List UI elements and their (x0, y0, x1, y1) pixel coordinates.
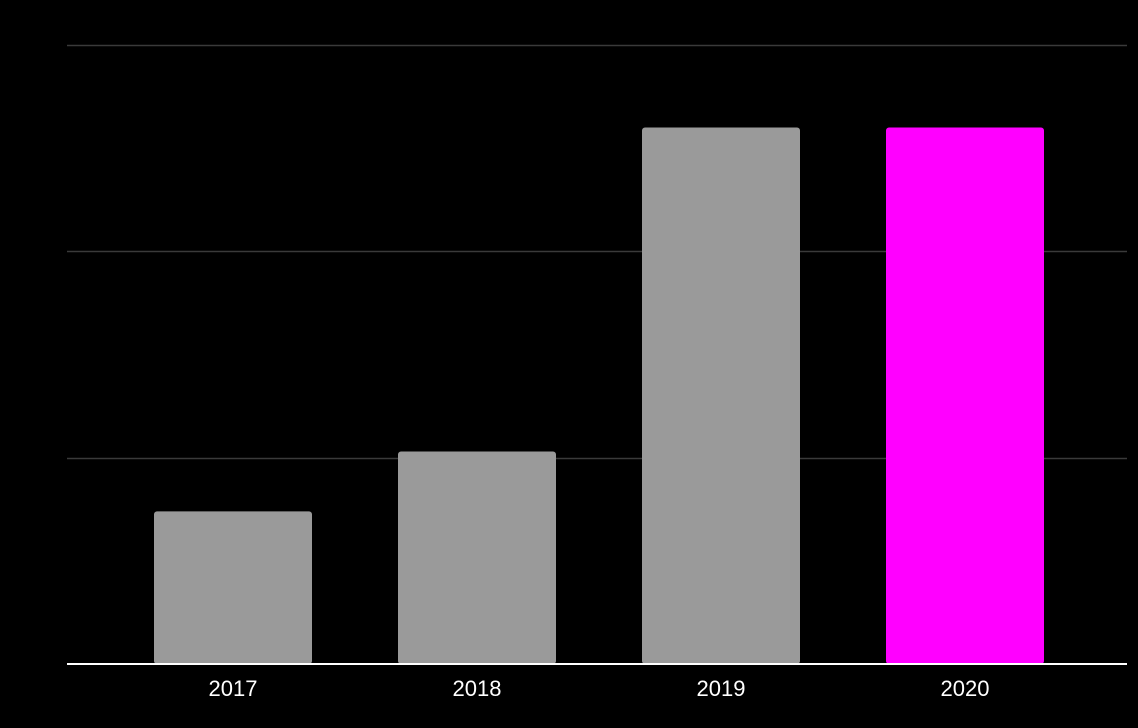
x-tick-label-2017: 2017 (209, 676, 258, 701)
x-tick-label-2020: 2020 (941, 676, 990, 701)
bar-2019 (642, 127, 800, 665)
x-tick-labels: 2017 2018 2019 2020 (209, 676, 990, 701)
bar-2018 (398, 451, 556, 664)
x-tick-label-2019: 2019 (697, 676, 746, 701)
bars (154, 127, 1044, 665)
bar-2020 (886, 127, 1044, 665)
x-tick-label-2018: 2018 (453, 676, 502, 701)
bar-2017 (154, 511, 312, 664)
